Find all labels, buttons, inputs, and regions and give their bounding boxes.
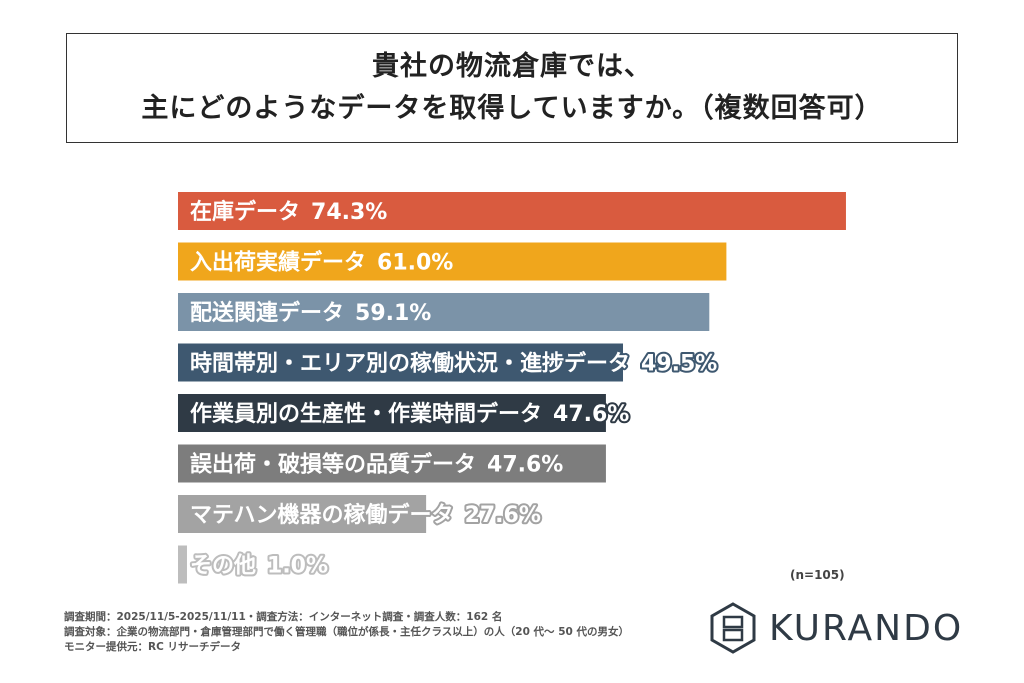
category-label: 入出荷実績データ xyxy=(190,250,366,276)
value-label: 27.6% xyxy=(454,503,541,528)
value-label: 1.0% xyxy=(256,554,328,579)
value-label: 61.0% xyxy=(366,251,453,276)
bar-label-6: マテハン機器の稼働データ 27.6% xyxy=(190,502,541,528)
footer-line-1: 調査期間：2025/11/5-2025/11/11・調査方法：インターネット調査… xyxy=(64,611,503,623)
bar-4 xyxy=(178,394,606,432)
value-label: 59.1% xyxy=(344,301,431,326)
category-label: その他 xyxy=(190,554,256,579)
chart-title: 貴社の物流倉庫では、 主にどのようなデータを取得していますか。（複数回答可） xyxy=(66,33,958,143)
hexagon-logo-icon xyxy=(710,602,756,654)
value-label: 74.3% xyxy=(300,200,387,225)
bar-label-4: 作業員別の生産性・作業時間データ 47.6% xyxy=(190,401,629,427)
bar-1 xyxy=(178,242,727,281)
bar-label-2: 配送関連データ 59.1% xyxy=(190,300,431,326)
bar-label-0: 在庫データ 74.3% xyxy=(190,199,387,225)
bar-6 xyxy=(178,495,427,533)
category-label: 配送関連データ xyxy=(190,300,344,326)
sample-size: (n=105) xyxy=(790,568,845,582)
footer-notes: 調査期間：2025/11/5-2025/11/11・調査方法：インターネット調査… xyxy=(64,610,629,655)
bar-5 xyxy=(178,444,606,483)
bar-0 xyxy=(178,192,846,230)
footer-line-2: 調査対象：企業の物流部門・倉庫管理部門で働く管理職（職位が係長・主任クラス以上）… xyxy=(64,626,629,638)
value-label: 47.6% xyxy=(542,402,629,427)
bar-3 xyxy=(178,343,624,382)
bar-label-3: 時間帯別・エリア別の稼働状況・進捗データ 49.5% xyxy=(190,351,717,377)
logo-text: KURANDO xyxy=(769,607,964,649)
bar-7 xyxy=(178,545,187,584)
footer-line-3: モニター提供元：RC リサーチデータ xyxy=(64,641,241,653)
bar-2 xyxy=(178,293,710,331)
bar-label-7: その他 1.0% xyxy=(190,554,328,579)
category-label: マテハン機器の稼働データ xyxy=(190,502,454,528)
value-label: 47.6% xyxy=(476,453,563,478)
category-label: 時間帯別・エリア別の稼働状況・進捗データ xyxy=(190,351,630,377)
category-label: 作業員別の生産性・作業時間データ xyxy=(190,401,542,427)
category-label: 誤出荷・破損等の品質データ xyxy=(190,452,476,478)
bar-label-5: 誤出荷・破損等の品質データ 47.6% xyxy=(190,452,563,478)
title-line-2: 主にどのようなデータを取得していますか。（複数回答可） xyxy=(141,93,883,124)
kurando-logo: KURANDO xyxy=(707,602,963,654)
title-line-1: 貴社の物流倉庫では、 xyxy=(372,51,652,82)
bar-label-1: 入出荷実績データ 61.0% xyxy=(190,250,453,276)
category-label: 在庫データ xyxy=(190,199,300,225)
value-label: 49.5% xyxy=(630,352,717,377)
